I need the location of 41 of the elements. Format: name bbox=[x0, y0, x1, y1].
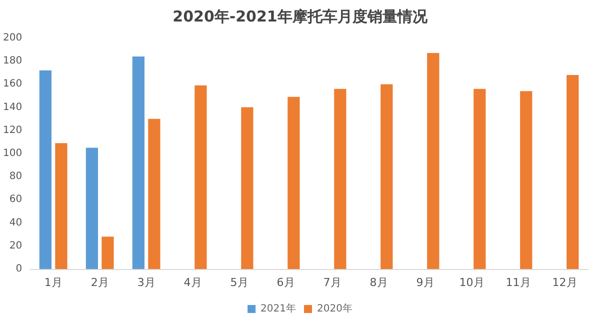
chart-title: 2020年-2021年摩托车月度销量情况 bbox=[172, 8, 428, 26]
y-tick-label: 20 bbox=[9, 240, 22, 252]
y-tick-label: 40 bbox=[9, 217, 22, 228]
y-tick-label: 200 bbox=[2, 32, 22, 44]
x-tick-label: 2月 bbox=[90, 276, 109, 289]
legend-label: 2020年 bbox=[317, 302, 352, 314]
legend-label: 2021年 bbox=[260, 302, 296, 314]
bar bbox=[132, 56, 144, 269]
bar bbox=[474, 88, 486, 269]
bar bbox=[288, 96, 300, 269]
y-tick-label: 120 bbox=[2, 124, 22, 136]
x-tick-label: 4月 bbox=[184, 276, 202, 289]
bar bbox=[241, 107, 254, 269]
bar bbox=[427, 53, 440, 269]
bar bbox=[55, 143, 68, 269]
bar bbox=[39, 70, 52, 269]
y-tick-label: 180 bbox=[2, 56, 22, 67]
y-tick-label: 0 bbox=[16, 264, 22, 274]
x-tick-label: 5月 bbox=[230, 276, 248, 289]
x-tick-label: 9月 bbox=[416, 276, 434, 289]
bar bbox=[148, 118, 160, 269]
y-tick-label: 160 bbox=[2, 78, 22, 90]
bar bbox=[566, 74, 579, 269]
y-tick-label: 80 bbox=[9, 171, 22, 182]
y-tick-label: 60 bbox=[9, 194, 22, 206]
x-tick-label: 1月 bbox=[44, 276, 62, 289]
x-tick-label: 8月 bbox=[370, 276, 388, 289]
x-tick-label: 11月 bbox=[506, 276, 531, 289]
bar bbox=[86, 148, 98, 269]
x-tick-label: 10月 bbox=[459, 276, 484, 289]
bar bbox=[102, 236, 114, 269]
bar bbox=[194, 85, 207, 269]
y-tick-label: 140 bbox=[2, 102, 22, 113]
bar bbox=[520, 91, 532, 269]
bar bbox=[380, 84, 393, 269]
x-tick-label: 12月 bbox=[552, 276, 578, 289]
bar bbox=[334, 88, 346, 269]
x-tick-label: 6月 bbox=[276, 276, 295, 289]
y-tick-label: 100 bbox=[2, 148, 22, 159]
x-tick-label: 3月 bbox=[137, 276, 156, 289]
x-tick-label: 7月 bbox=[323, 276, 342, 289]
